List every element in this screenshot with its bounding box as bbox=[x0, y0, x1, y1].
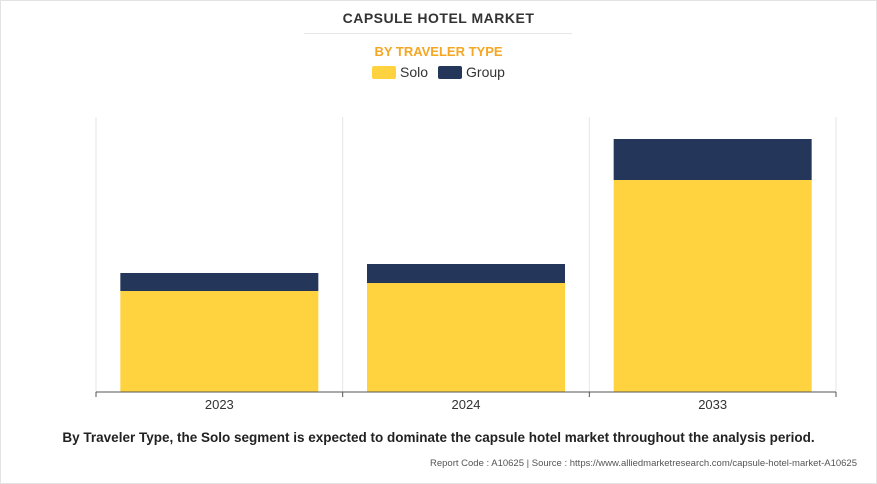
bar-solo-2024[interactable] bbox=[367, 283, 565, 392]
bar-group-2033[interactable] bbox=[613, 139, 812, 180]
bar-solo-2033[interactable] bbox=[613, 180, 812, 392]
x-tick-label-2033: 2033 bbox=[698, 397, 727, 412]
bar-solo-2023[interactable] bbox=[120, 291, 319, 392]
source-note: Report Code : A10625 | Source : https://… bbox=[429, 458, 857, 469]
bar-group-2023[interactable] bbox=[120, 273, 319, 291]
chart-subtitle: BY TRAVELER TYPE bbox=[374, 44, 503, 59]
title-divider bbox=[304, 33, 572, 34]
legend: Solo Group bbox=[0, 64, 877, 80]
legend-label-solo: Solo bbox=[400, 64, 429, 80]
chart-title: CAPSULE HOTEL MARKET bbox=[342, 10, 535, 26]
bar-group-2024[interactable] bbox=[367, 264, 565, 283]
legend-item-solo[interactable]: Solo bbox=[372, 64, 428, 80]
legend-swatch-group bbox=[438, 65, 463, 79]
legend-label-group: Group bbox=[466, 64, 505, 80]
x-tick-label-2023: 2023 bbox=[205, 397, 234, 412]
legend-swatch-solo bbox=[372, 65, 397, 79]
x-tick-label-2024: 2024 bbox=[452, 397, 481, 412]
chart-caption: By Traveler Type, the Solo segment is ex… bbox=[62, 430, 815, 445]
legend-item-group[interactable]: Group bbox=[438, 64, 505, 80]
